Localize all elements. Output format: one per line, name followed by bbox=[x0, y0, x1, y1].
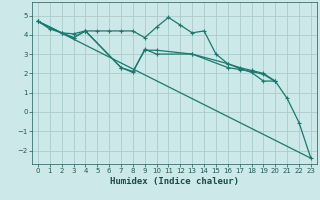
X-axis label: Humidex (Indice chaleur): Humidex (Indice chaleur) bbox=[110, 177, 239, 186]
